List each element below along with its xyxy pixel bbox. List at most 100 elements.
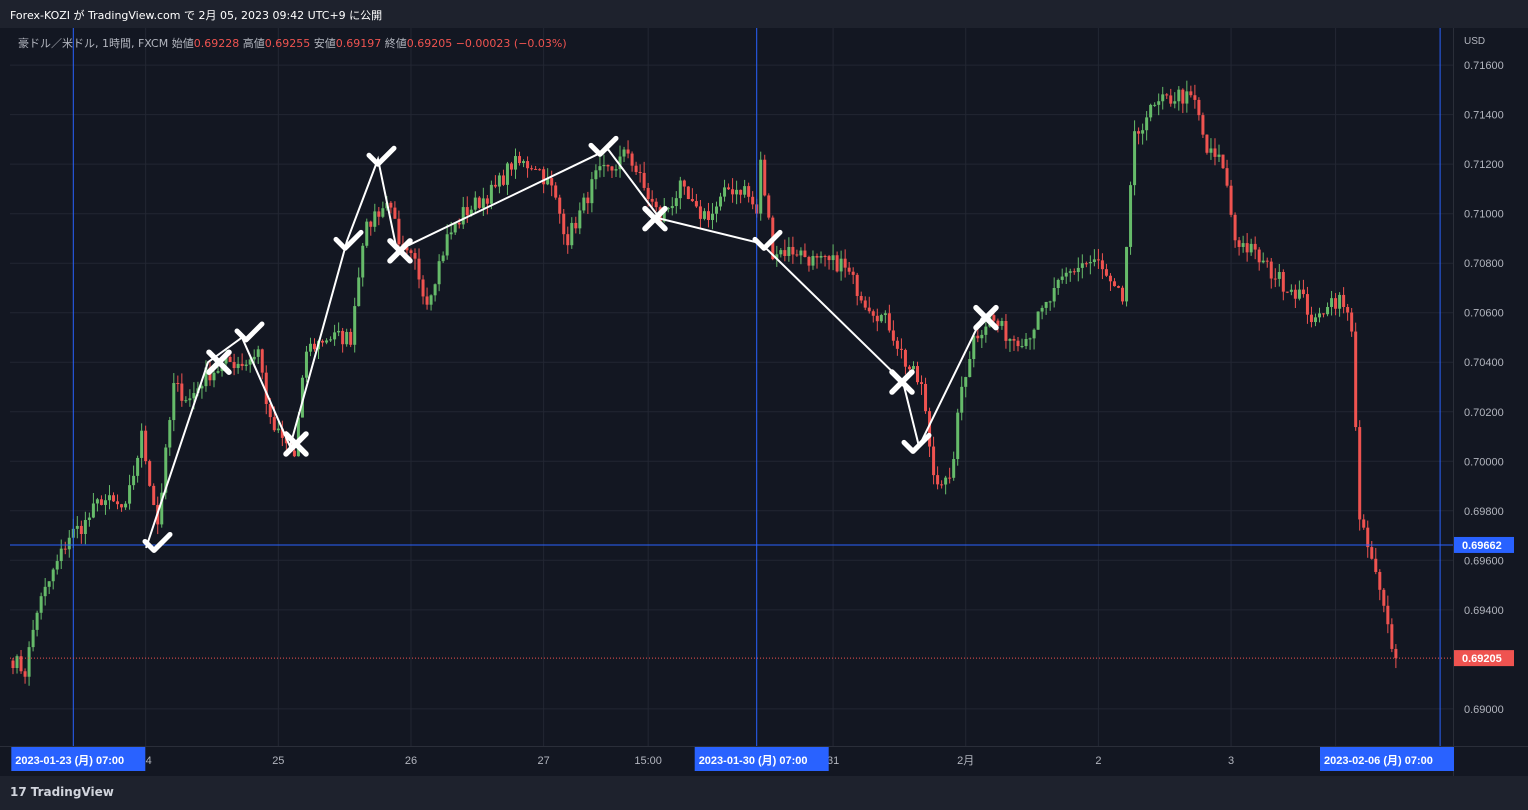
tradingview-logo[interactable]: 17 TradingView	[10, 785, 114, 799]
candle-body	[31, 629, 35, 648]
candle-body	[204, 367, 208, 387]
candle-body	[473, 197, 477, 210]
candle-body	[911, 366, 915, 370]
candle-body	[304, 351, 308, 378]
candle-body	[280, 428, 284, 438]
candle-body	[1108, 275, 1112, 282]
candle-body	[787, 246, 791, 256]
candle-body	[763, 159, 767, 196]
candle-body	[1125, 246, 1129, 302]
candle-body	[75, 525, 79, 529]
candle-body	[1076, 267, 1080, 273]
candle-body	[723, 187, 727, 197]
candle-body	[1112, 281, 1116, 287]
candle-body	[1245, 243, 1249, 253]
candle-body	[964, 377, 968, 387]
candle-body	[1201, 115, 1205, 135]
candle-body	[136, 457, 140, 476]
time-tick-label: 15:00	[634, 755, 662, 767]
check-mark-icon	[366, 145, 397, 167]
candle-body	[1217, 154, 1221, 157]
candle-body	[1261, 260, 1265, 263]
candle-body	[1297, 289, 1301, 299]
candle-body	[128, 485, 132, 504]
x-mark-icon	[387, 238, 413, 264]
candle-body	[851, 271, 855, 275]
time-tick-label: 3	[1228, 755, 1234, 767]
candle-body	[1145, 117, 1149, 131]
brand-name: TradingView	[30, 785, 114, 799]
candle-body	[1096, 259, 1100, 261]
candle-body	[646, 187, 650, 199]
candle-body	[216, 371, 220, 373]
price-tick-label: 0.70000	[1464, 456, 1504, 468]
candle-body	[759, 159, 763, 214]
candle-body	[610, 166, 614, 171]
candle-body	[586, 197, 590, 204]
candle-body	[67, 537, 71, 550]
candle-body	[948, 477, 952, 479]
check-mark-icon	[142, 531, 173, 553]
time-tick-label: 31	[827, 755, 839, 767]
candle-body	[650, 198, 654, 202]
candle-body	[871, 311, 875, 316]
candle-body	[1048, 301, 1052, 303]
candle-body	[1036, 311, 1040, 330]
legend-symbol: 豪ドル／米ドル, 1時間, FXCM	[18, 37, 169, 50]
candle-body	[924, 383, 928, 412]
crosshair-price-label-bg	[1454, 536, 1514, 553]
candle-body	[51, 569, 55, 582]
candle-body	[1237, 240, 1241, 247]
candle-body	[1020, 346, 1024, 348]
candle-body	[107, 495, 111, 501]
candlestick-chart[interactable]: USD 0.71600 0.71400 0.71200 0.71000 0.70800 0.…	[0, 28, 1528, 776]
candle-body	[622, 149, 626, 157]
candle-body	[19, 656, 23, 672]
candle-body	[168, 420, 172, 448]
candle-body	[353, 306, 357, 345]
candle-body	[666, 208, 670, 210]
price-tick-label: 0.69400	[1464, 605, 1504, 617]
candle-body	[1133, 131, 1137, 186]
candle-body	[1072, 271, 1076, 273]
candle-body	[152, 485, 156, 506]
time-tick-label: 2	[1095, 755, 1101, 767]
candle-body	[308, 343, 312, 352]
candle-body	[731, 189, 735, 195]
candle-body	[682, 180, 686, 187]
candle-body	[1193, 95, 1197, 100]
candle-body	[116, 501, 120, 505]
candle-body	[313, 343, 316, 350]
candle-body	[795, 254, 799, 256]
candle-body	[956, 412, 960, 460]
candle-body	[719, 196, 723, 207]
candle-body	[518, 156, 522, 164]
candle-body	[349, 331, 353, 345]
candle-body	[803, 250, 807, 258]
candle-body	[702, 211, 706, 219]
candle-body	[248, 359, 252, 365]
candle-body	[437, 261, 441, 285]
candle-body	[1088, 262, 1092, 264]
candle-body	[1281, 272, 1285, 292]
candle-body	[1068, 271, 1072, 273]
candle-body	[875, 315, 879, 322]
candle-body	[1092, 259, 1096, 263]
candle-body	[522, 161, 526, 164]
candle-body	[1285, 291, 1289, 293]
candle-body	[497, 175, 501, 187]
candle-body	[916, 366, 919, 383]
candle-body	[932, 446, 936, 476]
candle-body	[1008, 338, 1012, 341]
candle-body	[264, 372, 268, 405]
candle-body	[192, 393, 196, 399]
candle-body	[1056, 279, 1060, 289]
candle-body	[606, 164, 610, 167]
candle-body	[823, 256, 827, 258]
candle-body	[425, 296, 429, 305]
candle-body	[968, 359, 972, 378]
candle-body	[43, 586, 47, 597]
candle-body	[1028, 338, 1032, 340]
candle-body	[1064, 272, 1068, 277]
candle-body	[598, 166, 602, 171]
